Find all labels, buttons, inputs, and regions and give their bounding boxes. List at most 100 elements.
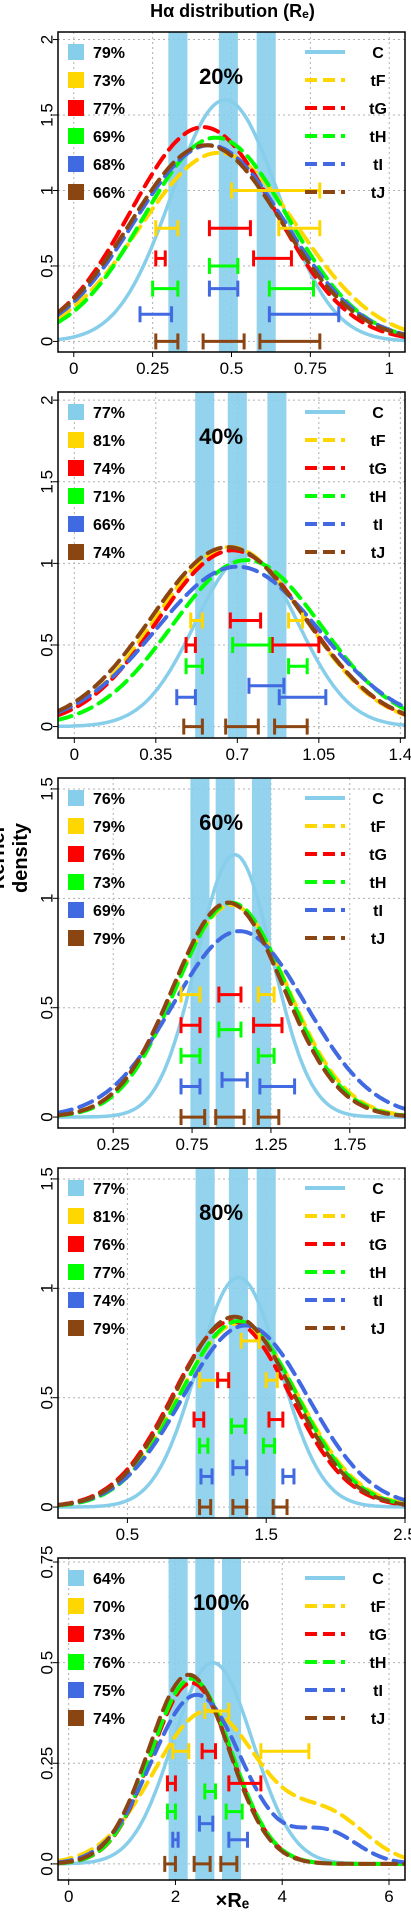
interval-bar-tG — [270, 636, 321, 653]
legend-percent-label: 76% — [93, 847, 125, 864]
legend-series-label: tG — [369, 101, 387, 118]
interval-bar-tI — [199, 1468, 214, 1485]
interval-bar-tG — [227, 1775, 263, 1792]
highlight-band — [190, 778, 210, 1128]
legend-swatch — [68, 460, 84, 476]
legend-swatch — [68, 488, 84, 504]
panel-frame — [57, 777, 406, 1129]
panel-frame — [57, 1167, 406, 1519]
y-tick-label: 0.25 — [37, 1747, 56, 1780]
x-tick-label: 0.35 — [139, 745, 172, 764]
interval-bar-tI — [281, 1468, 296, 1485]
legend-swatch — [68, 100, 84, 116]
legend-series-label: tJ — [371, 1321, 385, 1338]
x-tick-label: 2.5 — [393, 1525, 411, 1544]
interval-bar-tJ — [201, 333, 246, 350]
interval-bar-tF — [154, 220, 180, 237]
legend-swatch — [68, 1598, 84, 1614]
interval-bar-tI — [267, 306, 341, 323]
y-tick-label: 0.5 — [37, 996, 56, 1020]
panel-percent-label: 40% — [199, 424, 243, 449]
interval-bar-tH — [217, 1021, 243, 1038]
legend-swatch — [68, 1654, 84, 1670]
interval-bar-tJ — [224, 718, 260, 735]
x-tick-label: 0.5 — [116, 1525, 140, 1544]
panel-5: 64% 70% 73% 76% 75% 74% CtF tG tH tI tJ 100% 0 2 4 6 0.0… — [37, 1545, 406, 1906]
legend-series-label: tG — [369, 847, 387, 864]
plot-area — [58, 1558, 405, 1880]
density-curve-tI — [58, 929, 405, 1115]
legend-percent-label: 77% — [93, 1181, 125, 1198]
panel-3: 76% 79% 76% 73% 69% 79% CtF tG tH tI tJ 60% 0.25 0.75… — [37, 777, 406, 1154]
legend-percent-label: 68% — [93, 157, 125, 174]
legend-swatch — [68, 902, 84, 918]
legend-percent-label: 73% — [93, 1627, 125, 1644]
interval-bar-tI — [231, 1459, 249, 1476]
legend-percent-label: 74% — [93, 545, 125, 562]
legend-percent-label: 79% — [93, 931, 125, 948]
interval-bar-tJ — [198, 1499, 213, 1516]
x-axis-label: ×Rₑ — [215, 1890, 250, 1912]
figure-title: Hα distribution (Rₑ) — [150, 1, 315, 21]
interval-bar-tI — [220, 1071, 249, 1088]
x-tick-label: 0.25 — [136, 359, 169, 378]
legend-series-label: tI — [373, 1683, 383, 1700]
legend-percent-label: 74% — [93, 1711, 125, 1728]
interval-bar-tI — [207, 280, 240, 297]
legend-series-label: tG — [369, 461, 387, 478]
interval-bar-tJ — [163, 1855, 177, 1872]
interval-bar-tJ — [256, 1109, 281, 1126]
legend-series-label: C — [372, 45, 384, 62]
plot-area — [58, 392, 405, 738]
plot-area — [58, 778, 405, 1128]
legend-series-label: tF — [370, 1599, 385, 1616]
interval-bar-tH — [287, 658, 309, 675]
legend-series-label: tJ — [371, 545, 385, 562]
interval-bar-tI — [171, 1831, 180, 1848]
interval-bar-tG — [252, 1017, 284, 1034]
legend-swatch — [68, 516, 84, 532]
interval-bar-tG — [252, 250, 293, 267]
legend-percent-label: 77% — [93, 101, 125, 118]
legend-swatch — [68, 1710, 84, 1726]
interval-bar-tI — [175, 689, 197, 706]
x-tick-label: 1.4 — [389, 745, 411, 764]
y-tick-label: 1 — [37, 894, 56, 903]
y-tick-label: 1.5 — [37, 470, 56, 494]
x-tick-label: 1.75 — [333, 1135, 366, 1154]
legend-swatch — [68, 1292, 84, 1308]
interval-bar-tJ — [182, 718, 204, 735]
highlight-band — [168, 32, 188, 352]
interval-bar-tJ — [231, 1499, 249, 1516]
density-curve-tI — [58, 564, 405, 715]
highlight-band — [251, 778, 272, 1128]
legend-series-label: tJ — [371, 931, 385, 948]
interval-bar-tI — [277, 689, 328, 706]
x-tick-label: 0.25 — [97, 1135, 130, 1154]
legend-series-label: tJ — [371, 1711, 385, 1728]
legend-percent-label: 75% — [93, 1683, 125, 1700]
panel-frame — [57, 391, 406, 739]
highlight-band — [218, 32, 238, 352]
interval-bar-tH — [224, 1803, 244, 1820]
interval-bar-tJ — [192, 1855, 212, 1872]
legend-swatch — [68, 818, 84, 834]
legend-percent-label: 81% — [93, 1209, 125, 1226]
legend-series-label: tI — [373, 517, 383, 534]
legend-percent-label: 76% — [93, 791, 125, 808]
legend-swatch — [68, 1570, 84, 1586]
interval-bar-tG — [184, 636, 197, 653]
interval-bar-tI — [179, 1078, 202, 1095]
interval-bar-tF — [171, 1743, 191, 1760]
legend-swatch — [68, 72, 84, 88]
highlight-band — [228, 1168, 248, 1518]
interval-bar-tJ — [154, 333, 180, 350]
interval-bar-tH — [165, 1803, 177, 1820]
legend-percent-label: 70% — [93, 1599, 125, 1616]
interval-bar-tI — [227, 1831, 250, 1848]
interval-bar-tH — [207, 257, 240, 274]
legend-percent-label: 73% — [93, 875, 125, 892]
legend-swatch — [68, 1320, 84, 1336]
x-tick-label: 0 — [69, 359, 78, 378]
